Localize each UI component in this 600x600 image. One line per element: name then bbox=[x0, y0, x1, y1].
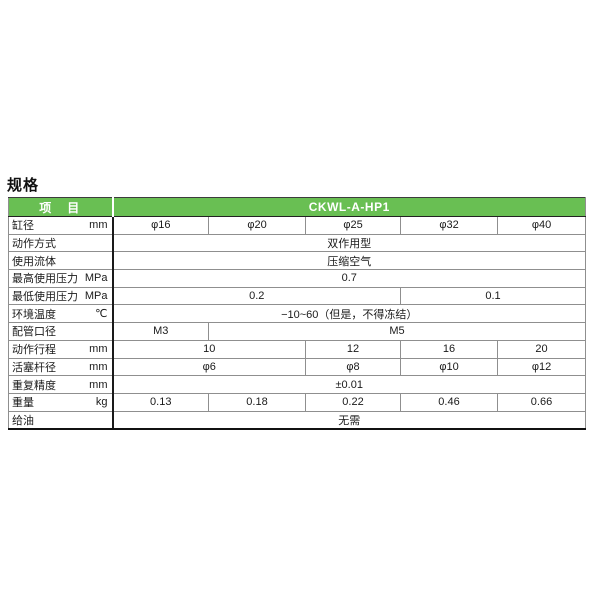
spec-value-cell: 0.2 bbox=[112, 286, 401, 306]
spec-row-unit: mm bbox=[89, 378, 108, 391]
spec-row-label-cell: 配管口径 bbox=[8, 322, 114, 341]
spec-row-unit: MPa bbox=[84, 272, 108, 285]
spec-row-label: 最高使用压力 bbox=[12, 273, 78, 286]
spec-value-cell: φ6 bbox=[112, 357, 306, 377]
spec-row-label-cell: 动作行程 mm bbox=[8, 339, 114, 359]
spec-table-header: 项 目 CKWL-A-HP1 bbox=[8, 197, 586, 217]
spec-row: 环境温度 ℃ −10~60（但是，不得冻结） bbox=[8, 304, 586, 324]
spec-row-unit: mm bbox=[89, 219, 108, 232]
spec-row-label-cell: 最高使用压力 MPa bbox=[8, 269, 114, 288]
spec-value-cell: φ8 bbox=[305, 357, 401, 377]
spec-value-cell: φ12 bbox=[497, 357, 586, 377]
spec-value-cell: 无需 bbox=[112, 410, 586, 431]
spec-value-cell: 16 bbox=[400, 339, 498, 359]
spec-row: 动作行程 mm 10 12 16 20 bbox=[8, 339, 586, 359]
spec-value-cell: φ40 bbox=[497, 216, 586, 235]
spec-row-label: 给油 bbox=[12, 414, 34, 427]
spec-row-label: 缸径 bbox=[12, 220, 34, 233]
spec-value-cell: M5 bbox=[208, 322, 586, 341]
spec-value-cell: φ32 bbox=[400, 216, 498, 235]
spec-row-label-cell: 缸径 mm bbox=[8, 216, 114, 235]
spec-row: 缸径 mm φ16 φ20 φ25 φ32 φ40 bbox=[8, 216, 586, 235]
spec-row: 给油 无需 bbox=[8, 410, 586, 431]
spec-row: 最低使用压力 MPa 0.2 0.1 bbox=[8, 286, 586, 306]
spec-row: 重量 kg 0.13 0.18 0.22 0.46 0.66 bbox=[8, 392, 586, 412]
header-row: 项 目 CKWL-A-HP1 bbox=[8, 197, 586, 217]
spec-row-label-cell: 重量 kg bbox=[8, 392, 114, 412]
spec-value-cell: 0.18 bbox=[208, 392, 306, 412]
spec-value-cell: 10 bbox=[112, 339, 306, 359]
spec-value-cell: 0.1 bbox=[400, 286, 586, 306]
spec-row-label-cell: 活塞杆径 mm bbox=[8, 357, 114, 377]
spec-value-cell: φ16 bbox=[112, 216, 209, 235]
spec-row-label-cell: 重复精度 mm bbox=[8, 375, 114, 394]
spec-row: 最高使用压力 MPa 0.7 bbox=[8, 269, 586, 288]
spec-value-cell: φ10 bbox=[400, 357, 498, 377]
spec-value-cell: 20 bbox=[497, 339, 586, 359]
spec-row-label-cell: 给油 bbox=[8, 410, 114, 431]
spec-row-label: 配管口径 bbox=[12, 326, 56, 339]
spec-row: 重复精度 mm ±0.01 bbox=[8, 375, 586, 394]
spec-value-cell: 0.7 bbox=[112, 269, 586, 288]
spec-value-cell: 压缩空气 bbox=[112, 251, 586, 271]
spec-value-cell: 0.22 bbox=[305, 392, 401, 412]
spec-row-label: 环境温度 bbox=[12, 308, 56, 321]
spec-value-cell: 0.66 bbox=[497, 392, 586, 412]
spec-value-cell: φ20 bbox=[208, 216, 306, 235]
spec-row-label: 最低使用压力 bbox=[12, 291, 78, 304]
spec-table-body: 缸径 mm φ16 φ20 φ25 φ32 φ40 动作方式 双作用型 使用流体 压缩空气 最高使用压… bbox=[8, 216, 586, 431]
spec-value-cell: M3 bbox=[112, 322, 209, 341]
spec-row-label-cell: 环境温度 ℃ bbox=[8, 304, 114, 324]
spec-row-label-cell: 使用流体 bbox=[8, 251, 114, 271]
header-model-label: CKWL-A-HP1 bbox=[112, 197, 586, 217]
spec-row: 活塞杆径 mm φ6 φ8 φ10 φ12 bbox=[8, 357, 586, 377]
section-title: 规格 bbox=[7, 177, 40, 194]
spec-row: 使用流体 压缩空气 bbox=[8, 251, 586, 271]
spec-row-label-cell: 最低使用压力 MPa bbox=[8, 286, 114, 306]
spec-row-label-cell: 动作方式 bbox=[8, 233, 114, 253]
spec-row: 配管口径 M3 M5 bbox=[8, 322, 586, 341]
spec-value-cell: −10~60（但是，不得冻结） bbox=[112, 304, 586, 324]
spec-row-unit: MPa bbox=[84, 290, 108, 303]
spec-row-unit: kg bbox=[95, 396, 108, 409]
spec-row-label: 动作行程 bbox=[12, 344, 56, 357]
spec-row-label: 活塞杆径 bbox=[12, 361, 56, 374]
spec-row-label: 动作方式 bbox=[12, 238, 56, 251]
header-item-label: 项 目 bbox=[8, 197, 114, 217]
spec-value-cell: 12 bbox=[305, 339, 401, 359]
spec-value-cell: 0.13 bbox=[112, 392, 209, 412]
spec-row: 动作方式 双作用型 bbox=[8, 233, 586, 253]
spec-row-label: 重量 bbox=[12, 397, 34, 410]
spec-value-cell: 0.46 bbox=[400, 392, 498, 412]
spec-row-label: 使用流体 bbox=[12, 255, 56, 268]
spec-row-unit: mm bbox=[89, 343, 108, 356]
spec-value-cell: ±0.01 bbox=[112, 375, 586, 394]
spec-row-label: 重复精度 bbox=[12, 379, 56, 392]
spec-row-unit: mm bbox=[89, 360, 108, 373]
spec-value-cell: 双作用型 bbox=[112, 233, 586, 253]
spec-table: 项 目 CKWL-A-HP1 缸径 mm φ16 φ20 φ25 φ32 φ40 动作方式 双作… bbox=[8, 197, 586, 431]
spec-row-unit: ℃ bbox=[95, 308, 108, 321]
spec-table-container: 项 目 CKWL-A-HP1 缸径 mm φ16 φ20 φ25 φ32 φ40 动作方式 双作… bbox=[8, 197, 586, 431]
spec-value-cell: φ25 bbox=[305, 216, 401, 235]
